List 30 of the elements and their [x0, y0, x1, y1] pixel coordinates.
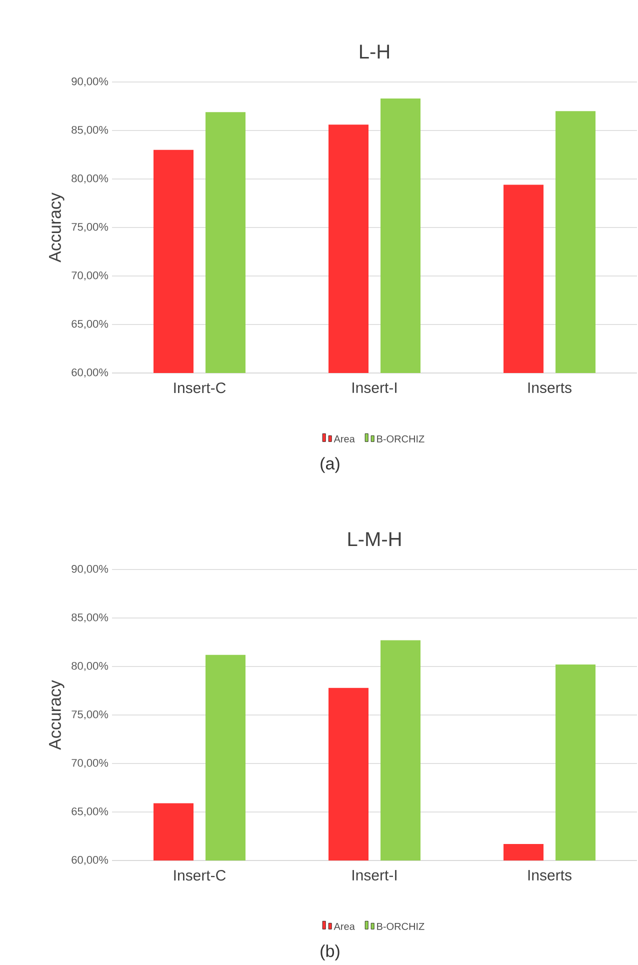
x-tick-label: Inserts	[528, 870, 572, 880]
y-tick-label: 75,00%	[72, 710, 108, 720]
y-tick-label: 85,00%	[72, 126, 108, 136]
y-tick-label: 70,00%	[72, 758, 108, 768]
y-tick-label: 65,00%	[72, 320, 108, 330]
legend-label: Area	[334, 922, 356, 930]
chart-title: L-M-H	[348, 532, 401, 546]
y-tick-label: 65,00%	[72, 807, 108, 817]
x-tick-label: Insert-I	[352, 870, 397, 880]
y-axis-title: Accuracy	[49, 680, 65, 750]
y-tick-label: 80,00%	[72, 662, 108, 672]
y-tick-label: 80,00%	[72, 174, 108, 184]
x-tick-label: Insert-C	[174, 870, 226, 881]
x-tick-label: Inserts	[528, 382, 572, 393]
y-tick-label: 70,00%	[72, 271, 108, 281]
y-tick-label: 90,00%	[72, 77, 108, 87]
chart-title: L-H	[360, 44, 390, 58]
legend-label: B-ORCHIZ	[377, 922, 425, 930]
legend-label: Area	[334, 435, 356, 442]
y-tick-label: 85,00%	[72, 613, 108, 623]
y-tick-label: 75,00%	[72, 222, 108, 232]
x-tick-label: Insert-I	[352, 382, 397, 393]
y-tick-label: 60,00%	[72, 856, 108, 866]
y-tick-label: 90,00%	[72, 564, 108, 574]
y-axis-title: Accuracy	[49, 192, 65, 262]
text: (b)	[320, 944, 340, 960]
legend-label: B-ORCHIZ	[377, 435, 425, 442]
text: (a)	[320, 457, 340, 473]
y-tick-label: 60,00%	[72, 368, 108, 378]
x-tick-label: Insert-C	[174, 382, 226, 394]
